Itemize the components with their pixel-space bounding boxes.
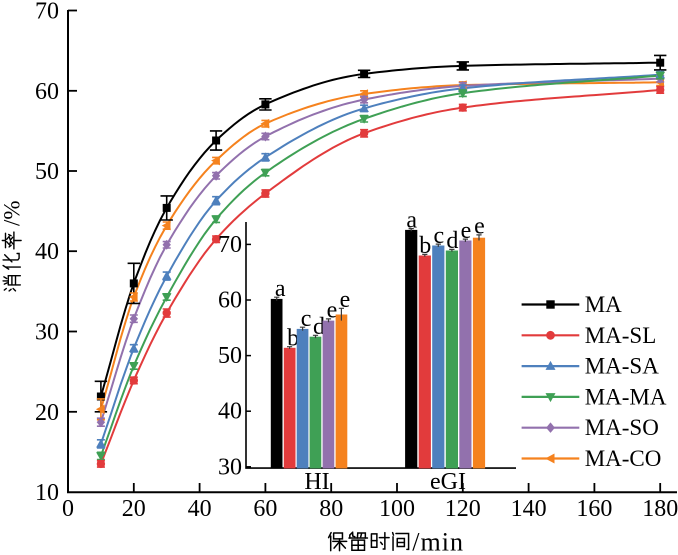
svg-text:10: 10 — [35, 480, 59, 506]
svg-text:b: b — [287, 326, 299, 352]
svg-text:HI: HI — [304, 469, 329, 495]
svg-text:e: e — [474, 214, 485, 240]
svg-text:c: c — [433, 223, 444, 249]
svg-text:70: 70 — [218, 232, 242, 258]
svg-text:60: 60 — [253, 496, 277, 522]
svg-text:20: 20 — [35, 400, 59, 426]
svg-text:e: e — [340, 287, 351, 313]
svg-text:100: 100 — [379, 496, 415, 522]
svg-text:80: 80 — [319, 496, 343, 522]
svg-text:30: 30 — [218, 454, 242, 480]
svg-text:/%: /% — [0, 200, 25, 226]
svg-text:140: 140 — [511, 496, 547, 522]
svg-text:70: 70 — [35, 0, 59, 25]
svg-text:40: 40 — [35, 239, 59, 265]
svg-text:MA: MA — [585, 292, 622, 317]
svg-text:d: d — [446, 228, 458, 254]
svg-text:60: 60 — [218, 288, 242, 314]
svg-text:30: 30 — [35, 320, 59, 346]
svg-text:40: 40 — [218, 399, 242, 425]
svg-text:e: e — [461, 218, 472, 244]
svg-text:40: 40 — [188, 496, 212, 522]
svg-text:c: c — [301, 306, 312, 332]
svg-text:60: 60 — [35, 79, 59, 105]
svg-text:a: a — [275, 276, 286, 302]
svg-text:MA-CO: MA-CO — [585, 446, 662, 471]
svg-text:MA-SL: MA-SL — [585, 323, 657, 348]
svg-text:d: d — [313, 314, 325, 340]
svg-text:0: 0 — [62, 496, 74, 522]
svg-text:180: 180 — [642, 496, 678, 522]
svg-text:120: 120 — [445, 496, 481, 522]
svg-text:/min: /min — [412, 528, 464, 555]
svg-text:20: 20 — [122, 496, 146, 522]
svg-text:b: b — [419, 233, 431, 259]
svg-text:MA-MA: MA-MA — [585, 384, 667, 409]
svg-text:eGI: eGI — [430, 469, 466, 495]
svg-text:160: 160 — [576, 496, 612, 522]
svg-text:a: a — [406, 207, 417, 233]
svg-text:e: e — [327, 298, 338, 324]
svg-text:50: 50 — [35, 159, 59, 185]
svg-text:MA-SO: MA-SO — [585, 415, 659, 440]
svg-text:MA-SA: MA-SA — [585, 354, 660, 379]
svg-text:50: 50 — [218, 343, 242, 369]
